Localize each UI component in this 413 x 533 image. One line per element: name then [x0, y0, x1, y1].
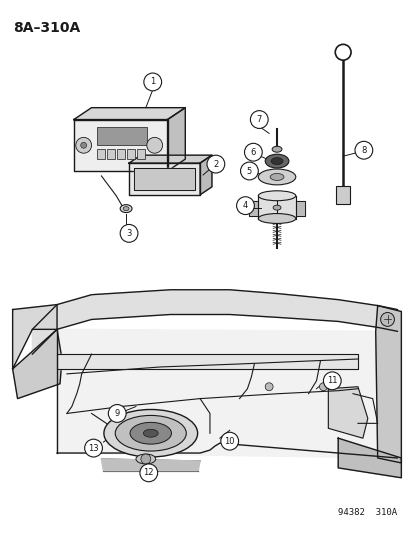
Circle shape	[265, 383, 273, 391]
Polygon shape	[74, 108, 185, 119]
Text: 3: 3	[126, 229, 131, 238]
Polygon shape	[13, 304, 57, 369]
Bar	[127, 149, 135, 159]
Text: 1: 1	[150, 77, 155, 86]
Circle shape	[147, 138, 162, 153]
Ellipse shape	[271, 158, 282, 165]
Polygon shape	[295, 201, 304, 215]
Text: 8: 8	[360, 146, 366, 155]
Polygon shape	[32, 290, 396, 354]
Bar	[97, 127, 147, 146]
Circle shape	[335, 44, 350, 60]
Polygon shape	[74, 119, 167, 171]
Circle shape	[354, 141, 372, 159]
Polygon shape	[101, 459, 199, 471]
Polygon shape	[337, 438, 400, 478]
Text: 8A–310A: 8A–310A	[13, 21, 80, 35]
Polygon shape	[258, 196, 295, 219]
Text: 7: 7	[256, 115, 261, 124]
Polygon shape	[57, 354, 357, 369]
Circle shape	[140, 454, 150, 464]
Circle shape	[81, 142, 86, 148]
Circle shape	[206, 155, 224, 173]
Circle shape	[240, 162, 258, 180]
Ellipse shape	[258, 169, 295, 185]
Circle shape	[76, 138, 91, 153]
Polygon shape	[134, 168, 195, 190]
Ellipse shape	[265, 154, 288, 168]
Text: 5: 5	[246, 166, 252, 175]
Polygon shape	[57, 329, 396, 458]
Ellipse shape	[120, 205, 132, 213]
Circle shape	[250, 111, 268, 128]
Ellipse shape	[273, 205, 280, 210]
Polygon shape	[13, 329, 62, 399]
Text: 13: 13	[88, 443, 99, 453]
Polygon shape	[199, 155, 211, 195]
Circle shape	[236, 197, 254, 215]
Text: 11: 11	[326, 376, 337, 385]
Ellipse shape	[115, 415, 186, 451]
Text: 6: 6	[250, 148, 255, 157]
Text: 2: 2	[213, 159, 218, 168]
Ellipse shape	[130, 422, 171, 444]
Circle shape	[120, 224, 138, 243]
Polygon shape	[129, 163, 199, 195]
Polygon shape	[129, 155, 211, 163]
Bar	[137, 149, 145, 159]
Circle shape	[319, 383, 327, 391]
Circle shape	[244, 143, 261, 161]
Circle shape	[323, 372, 340, 390]
Polygon shape	[328, 387, 367, 438]
Polygon shape	[249, 201, 258, 215]
Text: 4: 4	[242, 201, 247, 210]
Bar	[97, 149, 105, 159]
Text: 94382  310A: 94382 310A	[337, 508, 396, 518]
Text: 10: 10	[224, 437, 234, 446]
Text: 12: 12	[143, 469, 154, 478]
Ellipse shape	[258, 191, 295, 201]
Circle shape	[380, 312, 394, 326]
Polygon shape	[375, 305, 400, 463]
Ellipse shape	[270, 173, 283, 180]
Bar	[107, 149, 115, 159]
Circle shape	[220, 432, 238, 450]
Bar	[117, 149, 125, 159]
Text: 9: 9	[114, 409, 119, 418]
Circle shape	[143, 73, 161, 91]
Bar	[335, 186, 349, 204]
Circle shape	[85, 439, 102, 457]
Circle shape	[140, 464, 157, 482]
Ellipse shape	[135, 454, 155, 464]
Ellipse shape	[143, 429, 158, 437]
Circle shape	[108, 405, 126, 422]
Polygon shape	[167, 108, 185, 171]
Ellipse shape	[271, 146, 281, 152]
Ellipse shape	[104, 409, 197, 457]
Ellipse shape	[258, 214, 295, 223]
Ellipse shape	[123, 207, 129, 211]
